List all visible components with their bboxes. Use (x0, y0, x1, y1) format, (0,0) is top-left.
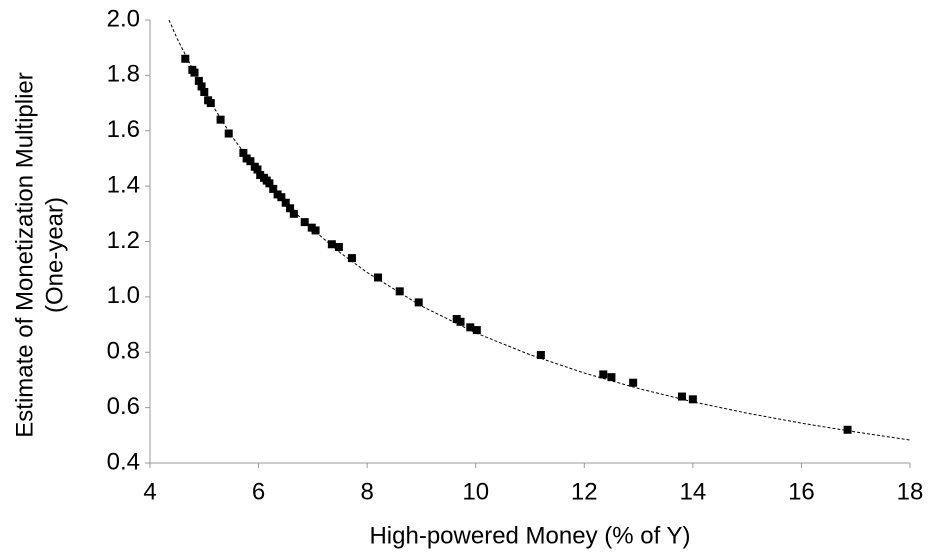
point (224, 129, 233, 138)
y-tick-label: 0.8 (107, 338, 140, 365)
point (206, 99, 215, 108)
y-tick-label: 0.6 (107, 393, 140, 420)
point (678, 392, 686, 401)
x-axis-title: High-powered Money (% of Y) (369, 522, 690, 549)
point (216, 115, 225, 124)
x-tick-label: 10 (462, 478, 489, 505)
x-tick-label: 6 (252, 478, 265, 505)
y-tick-label: 1.0 (107, 282, 140, 309)
trendline (168, 19, 911, 441)
y-tick-label: 1.6 (107, 116, 140, 143)
point (281, 198, 290, 207)
point (277, 193, 286, 202)
point (239, 148, 248, 157)
point (269, 184, 278, 193)
y-tick-label: 2.0 (107, 5, 140, 32)
y-axis-title: (One-year) (41, 197, 68, 313)
point (414, 298, 423, 307)
point (265, 179, 274, 188)
point (194, 76, 203, 85)
x-tick-label: 12 (571, 478, 598, 505)
y-tick-label: 1.2 (107, 227, 140, 254)
point (374, 273, 382, 282)
x-tick-label: 14 (680, 478, 707, 505)
point (347, 254, 356, 263)
x-tick-label: 4 (143, 478, 156, 505)
point (327, 240, 336, 249)
y-tick-label: 1.8 (107, 61, 140, 88)
point (300, 218, 309, 227)
point (197, 82, 206, 91)
y-tick-label: 0.4 (107, 448, 140, 475)
y-tick-label: 1.4 (107, 171, 140, 198)
point (289, 209, 298, 218)
point (181, 54, 190, 63)
point (334, 243, 343, 252)
point (466, 323, 475, 332)
point (629, 378, 638, 387)
point (311, 226, 320, 235)
point (688, 395, 697, 404)
x-tick-label: 16 (788, 478, 815, 505)
y-axis-title: Estimate of Monetization Multiplier (11, 72, 38, 437)
x-tick-label: 8 (360, 478, 373, 505)
point (607, 373, 616, 382)
point (599, 370, 608, 379)
point (843, 425, 852, 434)
point (200, 87, 209, 96)
point (253, 165, 262, 174)
point (395, 287, 404, 296)
point (286, 204, 295, 213)
point (456, 317, 465, 326)
x-tick-label: 18 (897, 478, 924, 505)
point (472, 326, 481, 335)
point (246, 157, 255, 166)
point (536, 351, 545, 360)
point (190, 68, 199, 77)
